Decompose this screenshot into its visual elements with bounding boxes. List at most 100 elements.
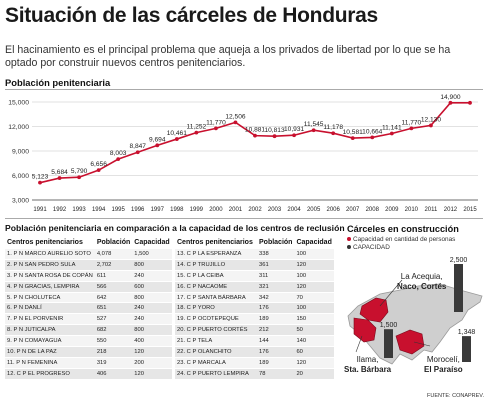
x-tick-label: 1995 [112, 207, 126, 213]
x-tick-label: 1998 [170, 207, 184, 213]
table-row: 19. C P OCOTEPEQUE 189 150 [175, 313, 334, 326]
cell-population: 4,078 [94, 249, 133, 260]
data-label: 8,003 [110, 150, 127, 157]
cell-capacity: 200 [132, 357, 172, 369]
cell-center-name: 14. C P TRUJILLO [175, 259, 257, 271]
cell-center-name: 16. C P NACAOME [175, 281, 257, 293]
cell-capacity: 70 [294, 292, 334, 304]
data-label: 10,664 [362, 128, 383, 135]
cell-population: 311 [257, 270, 295, 282]
cell-center-name: 8. P N JUTICALPA [5, 324, 95, 337]
cell-center-name: 4. P N GRACIAS, LEMPIRA [5, 281, 95, 293]
place-label-santa-barbara: Ilama, Sta. Bárbara [344, 355, 391, 374]
cell-center-name: 6. P N DANLÍ [5, 302, 95, 315]
table-row: 23. C P MARCALA 189 120 [175, 357, 334, 369]
place-department: Naco, Cortés [397, 281, 447, 291]
x-tick-label: 1996 [131, 207, 145, 213]
col-header-capacity: Capacidad [296, 239, 332, 246]
cell-center-name: 15. C P LA CEIBA [175, 270, 257, 282]
data-label: 5,684 [51, 169, 68, 176]
x-tick-label: 1999 [190, 207, 204, 213]
cell-population: 176 [257, 302, 295, 315]
table-row: 21. C P TELA 144 140 [175, 335, 334, 348]
table-row: 15. C P LA CEIBA 311 100 [175, 270, 334, 282]
honduras-map: 2,500 1,500 1,348 [347, 257, 483, 365]
data-point [429, 123, 433, 128]
cell-center-name: 3. P N SANTA ROSA DE COPÁN [5, 270, 95, 282]
table-row: 13. C P LA ESPERANZA 338 100 [175, 249, 334, 260]
cell-population: 611 [94, 270, 133, 282]
cell-center-name: 5. P N CHOLUTECA [5, 292, 95, 304]
data-label: 10,931 [284, 126, 305, 133]
cell-capacity: 60 [294, 346, 334, 358]
data-point [448, 100, 453, 105]
data-label: 10,813 [264, 127, 285, 134]
x-tick-label: 2010 [405, 207, 419, 213]
data-point [253, 133, 257, 138]
x-tick-label: 2011 [424, 207, 438, 213]
data-point [233, 120, 238, 125]
table-row: 18. C P YORO 176 100 [175, 302, 334, 315]
map-legend-capacity: CAPACIDAD [347, 244, 390, 251]
source-note: FUENTE: CONAPREV. [427, 393, 484, 399]
cell-capacity: 120 [132, 368, 172, 380]
cell-capacity: 120 [294, 259, 334, 271]
data-label: 10,461 [167, 130, 188, 137]
table-row: 22. C P OLANCHITO 176 60 [175, 346, 334, 358]
cell-capacity: 100 [294, 249, 334, 260]
data-label: 6,656 [90, 161, 107, 168]
cell-center-name: 12. C P EL PROGRESO [5, 368, 95, 380]
data-label: 8,847 [129, 143, 146, 150]
x-tick-label: 2001 [229, 207, 243, 213]
capacity-bar-label: 1,500 [380, 322, 398, 329]
data-point [116, 157, 121, 162]
department-cortes [359, 297, 389, 323]
cell-center-name: 23. C P MARCALA [175, 357, 257, 369]
cell-population: 338 [257, 249, 295, 260]
table-row: 3. P N SANTA ROSA DE COPÁN 611 240 [5, 270, 172, 282]
cell-capacity: 100 [294, 270, 334, 282]
col-header-centers: Centros penitenciarios [7, 239, 83, 246]
cell-population: 144 [257, 335, 295, 348]
cell-capacity: 50 [294, 324, 334, 337]
cell-center-name: 13. C P LA ESPERANZA [175, 249, 257, 260]
cell-population: 651 [94, 302, 133, 315]
data-point [194, 130, 199, 135]
table-row: 4. P N GRACIAS, LEMPIRA 566 600 [5, 281, 172, 293]
place-label-cortes: La Acequia, Naco, Cortés [397, 272, 446, 291]
data-point [174, 137, 179, 141]
y-tick-label: 3,000 [12, 198, 29, 205]
prison-table-right: Centros penitenciarios Población Capacid… [175, 237, 334, 380]
y-tick-label: 6,000 [12, 173, 29, 180]
x-tick-label: 1994 [92, 207, 106, 213]
x-tick-label: 2008 [366, 207, 380, 213]
place-name: La Acequia, [400, 272, 443, 281]
x-tick-label: 1993 [72, 207, 86, 213]
capacity-bar [384, 329, 393, 358]
data-point [409, 126, 414, 131]
col-header-population: Población [259, 239, 293, 246]
x-tick-label: 2005 [307, 207, 321, 213]
cell-center-name: 20. C P PUERTO CORTÉS [175, 324, 257, 337]
data-point [370, 135, 375, 140]
place-department: Sta. Bárbara [344, 364, 392, 374]
data-label: 11,545 [304, 121, 324, 128]
data-label: 12,130 [421, 116, 442, 123]
x-tick-label: 1992 [53, 207, 67, 213]
page-title: Situación de las cárceles de Honduras [5, 4, 378, 27]
data-label: 11,178 [323, 124, 343, 131]
place-department: El Paraíso [424, 364, 463, 374]
data-point [468, 100, 472, 105]
cell-population: 342 [257, 292, 295, 304]
data-label: 11,770 [402, 119, 422, 126]
table-row: 24. C P PUERTO LEMPIRA 78 20 [175, 368, 334, 380]
y-tick-label: 15,000 [8, 100, 29, 107]
capacity-bar [454, 264, 463, 312]
data-label: 10,881 [245, 127, 266, 134]
table-row: 9. P N COMAYAGUA 550 400 [5, 335, 172, 348]
data-label: 11,252 [187, 124, 207, 131]
cell-capacity: 120 [294, 357, 334, 369]
intro-text: El hacinamiento es el principal problema… [5, 44, 451, 69]
population-line-chart: 3,000 6,000 9,000 12,000 15,000 1991 5,123 1992… [8, 94, 478, 213]
table-row: 7. P N EL PORVENIR 527 240 [5, 313, 172, 326]
